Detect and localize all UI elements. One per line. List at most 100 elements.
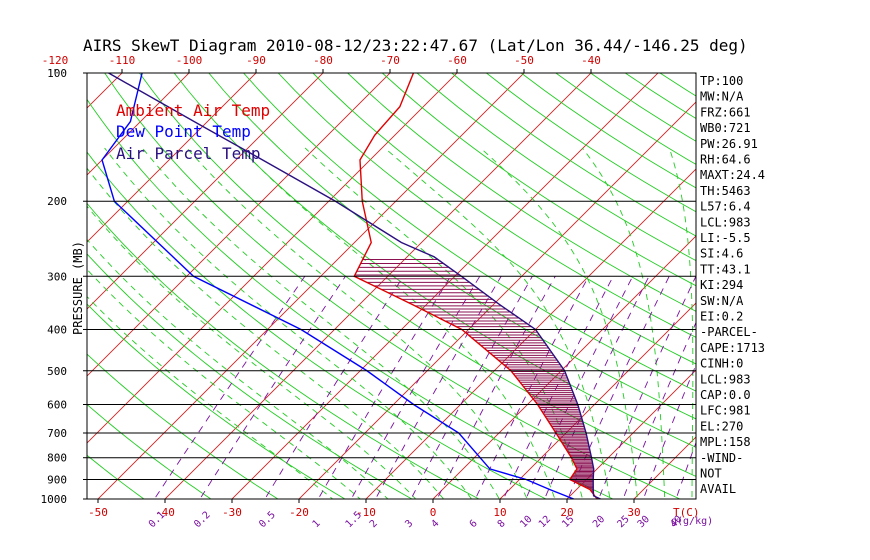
stats-entry: EI:0.2 [700,310,743,324]
legend-dew-point-temp: Dew Point Temp [116,122,251,141]
isotherm-line [231,73,659,499]
stats-entry: KI:294 [700,278,743,292]
isotherm-line [87,73,458,444]
stats-entry: WB0:721 [700,121,751,135]
stats-entry: MAXT:24.4 [700,168,765,182]
stats-entry: MW:N/A [700,90,744,104]
isotherm-line [298,101,696,499]
mixing-ratio-tick-label: 20 [591,514,607,530]
isotherm-line [97,73,525,499]
pressure-tick-label: 600 [47,398,67,411]
dry-adiabat-line [138,73,696,477]
top-temp-tick-label: -40 [581,54,601,67]
stats-entry: CAPE:1713 [700,341,765,355]
dry-adiabat-line [416,73,696,262]
dry-adiabat-line [766,54,870,509]
mixing-ratio-line [199,276,346,499]
isotherm-line [87,73,257,243]
mixing-ratio-tick-label: 3 [403,518,415,530]
pressure-tick-label: 1000 [41,493,68,506]
isotherm-line [0,54,7,509]
mixing-ratio-tick-label: 0.5 [257,510,278,531]
dry-adiabat-line [87,253,413,499]
stats-entry: AVAIL [700,482,736,496]
mixing-ratio-line [544,276,650,499]
stats-entry: LCL:983 [700,215,751,229]
pressure-tick-label: 300 [47,270,67,283]
stats-entry: PW:26.91 [700,137,758,151]
mixing-ratio-tick-label: 6 [468,518,480,530]
bottom-temp-tick-label: -40 [155,506,175,519]
mixing-ratio-line [567,276,670,499]
isotherm-line [365,168,696,499]
mixing-ratio-tick-label: 8 [496,518,508,530]
plot-frame [86,72,697,500]
dry-adiabat-line [173,73,696,448]
stats-entry: -PARCEL- [700,325,758,339]
isotherm-line [164,73,592,499]
bottom-temp-tick-label: -10 [356,506,376,519]
stats-entry: EL:270 [700,419,743,433]
mixing-ratio-line [474,276,590,499]
dry-adiabat-line [520,73,696,189]
dry-adiabat-line [312,73,696,338]
mixing-ratio-line [525,276,634,499]
mixing-ratio-tick-label: 2 [368,518,380,530]
stats-entry: NOT [700,467,722,481]
stats-entry: TT:43.1 [700,262,751,276]
dry-adiabat-line [242,73,696,392]
x-axis-unit-label: T(C) [673,506,700,519]
air-parcel-temp-line [108,73,601,499]
mixing-ratio-unit-label: g(g/kg) [671,516,713,527]
legend: Ambient Air Temp Dew Point Temp Air Parc… [116,101,270,163]
stats-entry: RH:64.6 [700,153,751,167]
dry-adiabat-line [485,73,696,213]
dry-adiabat-line [87,202,480,499]
isotherm-line [759,54,870,509]
top-temp-tick-label: -100 [176,54,203,67]
dry-adiabat-line [277,73,696,365]
isotherm-line [87,73,324,310]
stats-entry: LCL:983 [700,372,751,386]
cape-hatch-layer [354,258,601,499]
bottom-temp-tick-label: -20 [289,506,309,519]
bottom-temp-tick-label: 0 [430,506,437,519]
isotherm-line [826,54,870,509]
bottom-temp-tick-label: 20 [560,506,573,519]
stats-entry: -WIND- [700,451,743,465]
pressure-tick-label: 200 [47,195,67,208]
mixing-ratio-line [374,276,502,499]
bottom-temp-tick-label: -50 [88,506,108,519]
moist-adiabat-line [87,205,417,499]
dry-adiabat-line [208,73,696,420]
stats-entry: SI:4.6 [700,247,743,261]
dry-adiabat-line [346,73,696,312]
dry-adiabat-line [381,73,696,287]
dry-adiabat-line [87,454,145,499]
legend-air-parcel-temp: Air Parcel Temp [116,144,261,163]
pressure-tick-label: 500 [47,365,67,378]
pressure-tick-label: 900 [47,474,67,487]
mixing-ratio-line [350,276,481,499]
dry-adiabat-line [87,353,279,499]
bottom-temp-tick-label: 30 [627,506,640,519]
dry-adiabat-line [87,98,614,499]
top-temp-tick-label: -120 [42,54,69,67]
dry-adiabat-line [87,151,547,499]
stats-entry: LI:-5.5 [700,231,751,245]
mixing-ratio-tick-label: 10 [518,514,534,530]
moist-adiabat-line [186,147,528,499]
dry-adiabat-line [87,403,212,499]
isotherm-line [499,302,696,499]
dry-adiabat-line [87,303,346,499]
stats-entry: CAP:0.0 [700,388,751,402]
pressure-tick-label: 800 [47,452,67,465]
pressure-tick-label: 700 [47,427,67,440]
mixing-ratio-line [264,276,404,499]
top-temp-tick-label: -80 [313,54,333,67]
pressure-tick-label: 400 [47,323,67,336]
moist-adiabat-line [480,147,638,499]
isotherm-line [87,73,391,377]
